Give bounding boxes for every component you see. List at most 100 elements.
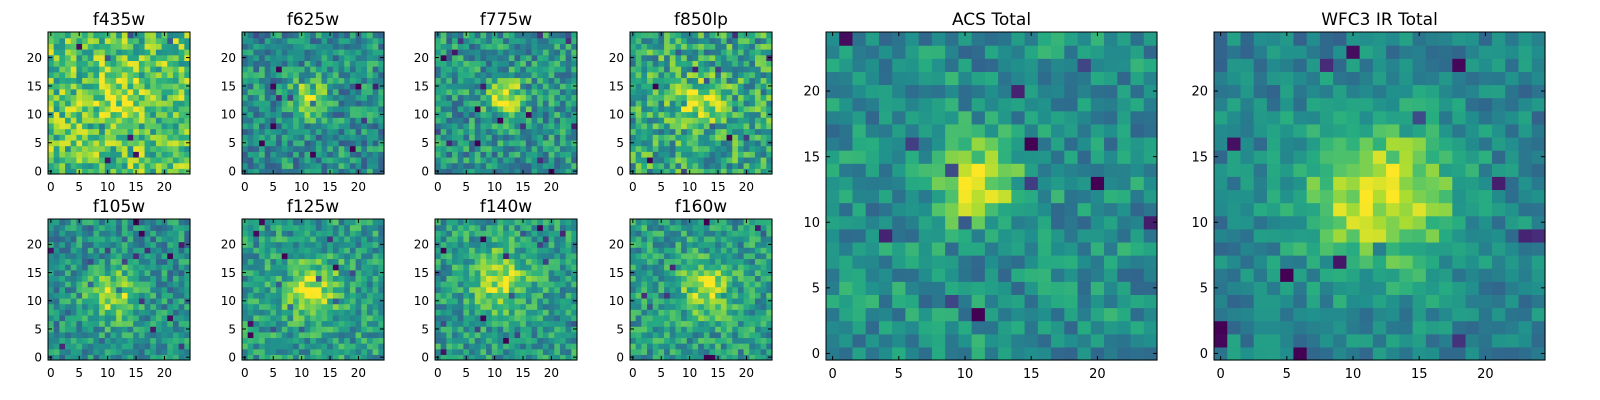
heatmap-cell <box>664 43 671 50</box>
heatmap-cell <box>321 303 328 310</box>
heatmap-cell <box>1011 123 1026 138</box>
heatmap-cell <box>138 117 146 124</box>
heatmap-cell <box>276 331 283 339</box>
heatmap-cell <box>127 292 134 299</box>
heatmap-cell <box>1024 189 1039 204</box>
heatmap-cell <box>1051 71 1065 86</box>
heatmap-cell <box>53 337 60 344</box>
heatmap-cell <box>53 162 60 169</box>
heatmap-cell <box>259 77 266 84</box>
heatmap-cell <box>497 77 504 84</box>
heatmap-cell <box>116 94 123 101</box>
heatmap-cell <box>503 281 510 288</box>
heatmap-cell <box>446 337 453 344</box>
heatmap-cell <box>554 303 561 310</box>
heatmap-cell <box>749 128 756 135</box>
heatmap-cell <box>754 100 762 107</box>
heatmap-cell <box>247 122 254 130</box>
heatmap-cell <box>1037 255 1052 269</box>
heatmap-cell <box>247 83 254 90</box>
heatmap-cell <box>184 77 191 84</box>
heatmap-cell <box>491 297 499 305</box>
heatmap-cell <box>116 60 123 67</box>
heatmap-cell <box>48 77 55 84</box>
heatmap-cell <box>133 151 140 158</box>
heatmap-cell <box>293 151 300 158</box>
heatmap-cell <box>463 83 470 90</box>
heatmap-cell <box>537 286 544 293</box>
heatmap-cell <box>698 100 705 107</box>
heatmap-cell <box>87 111 95 118</box>
heatmap-cell <box>121 348 129 355</box>
heatmap-cell <box>497 292 504 299</box>
heatmap-cell <box>652 43 659 50</box>
heatmap-cell <box>892 163 907 177</box>
heatmap-cell <box>65 320 72 327</box>
heatmap-cell <box>87 241 95 248</box>
heatmap-cell <box>865 255 880 269</box>
heatmap-cell <box>127 230 134 237</box>
heatmap-cell <box>542 286 550 293</box>
heatmap-cell <box>469 105 476 113</box>
heatmap-cell <box>178 219 185 226</box>
heatmap-cell <box>178 32 185 39</box>
heatmap-cell <box>99 224 106 231</box>
heatmap-cell <box>446 314 453 322</box>
heatmap-cell <box>457 122 464 130</box>
heatmap-cell <box>548 151 555 158</box>
heatmap-cell <box>104 241 112 248</box>
heatmap-cell <box>281 331 289 339</box>
heatmap-cell <box>905 110 920 125</box>
heatmap-cell <box>435 320 442 327</box>
heatmap-cell <box>698 66 705 73</box>
heatmap-cell <box>178 264 185 271</box>
heatmap-cell <box>554 77 561 84</box>
heatmap-cell <box>698 37 705 44</box>
heatmap-cell <box>497 326 504 333</box>
heatmap-cell <box>172 37 180 44</box>
heatmap-cell <box>121 100 129 107</box>
heatmap-cell <box>520 281 527 288</box>
heatmap-cell <box>133 139 140 147</box>
heatmap-cell <box>1011 71 1026 86</box>
heatmap-cell <box>565 331 572 339</box>
heatmap-cell <box>247 77 254 84</box>
heatmap-cell <box>332 128 340 135</box>
heatmap-cell <box>116 281 123 288</box>
heatmap-cell <box>971 333 986 348</box>
heatmap-cell <box>918 281 933 295</box>
heatmap-cell <box>121 32 129 39</box>
heatmap-cell <box>726 168 733 175</box>
heatmap-cell <box>276 145 283 152</box>
heatmap-cell <box>686 49 694 56</box>
heatmap-cell <box>749 71 756 79</box>
heatmap-cell <box>542 326 550 333</box>
heatmap-cell <box>905 189 920 204</box>
heatmap-cell <box>172 354 180 361</box>
heatmap-cell <box>184 264 191 271</box>
heatmap-cell <box>971 150 986 164</box>
heatmap-cell <box>652 162 659 169</box>
heatmap-cell <box>53 348 60 355</box>
heatmap-cell <box>486 32 493 39</box>
heatmap-cell <box>281 275 289 282</box>
heatmap-cell <box>542 117 550 124</box>
heatmap-cell <box>116 275 123 282</box>
heatmap-cell <box>1024 215 1039 230</box>
heatmap-cell <box>99 32 106 39</box>
heatmap-cell <box>754 105 762 113</box>
heatmap-cell <box>133 281 140 288</box>
x-tick-label: 20 <box>1089 367 1106 382</box>
heatmap-cell <box>298 128 306 135</box>
x-tick-label: 10 <box>957 367 974 382</box>
heatmap-cell <box>457 162 464 169</box>
heatmap-cell <box>76 100 83 107</box>
axes-frame <box>47 31 191 175</box>
heatmap-cell <box>958 281 973 295</box>
heatmap-cell <box>446 77 453 84</box>
heatmap-cell <box>641 71 648 79</box>
heatmap-cell <box>87 337 95 344</box>
heatmap-cell <box>327 320 334 327</box>
heatmap-cell <box>110 168 117 175</box>
